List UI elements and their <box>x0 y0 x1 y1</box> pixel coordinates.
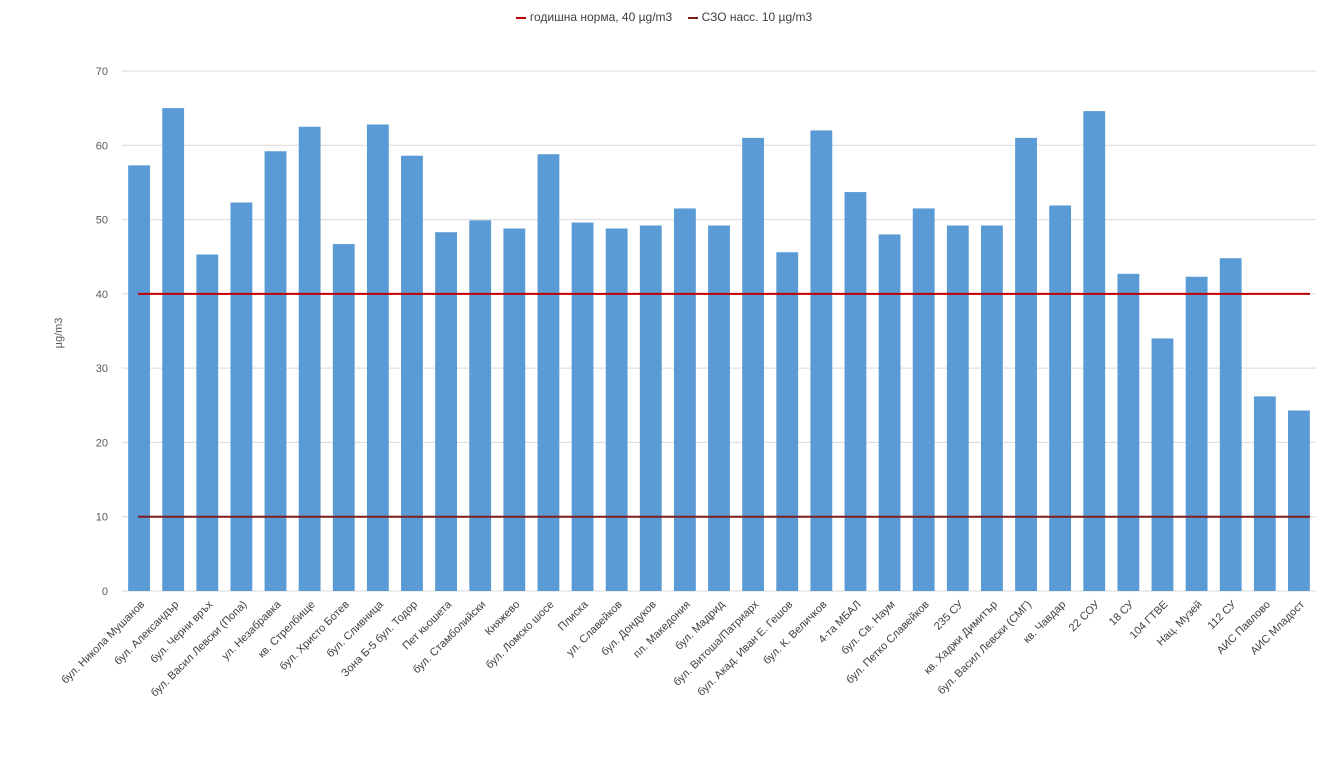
legend-swatch-who <box>687 16 698 19</box>
bar <box>366 124 389 591</box>
bar <box>1151 338 1174 591</box>
bar <box>196 254 219 591</box>
bar <box>230 202 253 591</box>
legend-label-annual-norm: годишна норма, 40 µg/m3 <box>529 10 673 24</box>
bar <box>435 232 458 591</box>
bar <box>742 137 765 591</box>
y-tick-label: 0 <box>102 586 108 598</box>
bar <box>1288 410 1310 591</box>
bar <box>776 252 799 591</box>
bar <box>708 225 730 591</box>
bar <box>639 225 662 591</box>
y-tick-label: 10 <box>96 512 108 524</box>
y-tick-label: 30 <box>96 363 108 375</box>
bar <box>1253 396 1276 591</box>
reference-lines <box>138 292 1310 518</box>
y-tick-labels: 0 10 20 30 40 50 60 70 <box>96 66 108 598</box>
x-tick-label: 112 СУ <box>1205 598 1239 632</box>
x-tick-label: бул. К. Величков <box>761 599 829 667</box>
bar <box>128 165 150 592</box>
y-axis-label: µg/m3 <box>53 318 65 349</box>
y-tick-label: 60 <box>96 140 108 152</box>
y-tick-label: 20 <box>96 437 108 449</box>
bar <box>1185 276 1208 591</box>
bar <box>537 154 560 591</box>
bar <box>401 155 423 591</box>
legend-label-who: СЗО насс. 10 µg/m3 <box>701 10 813 24</box>
x-tick-label: бул. Александър <box>112 599 181 668</box>
bar <box>298 126 321 591</box>
bars <box>128 108 1310 592</box>
x-tick-label: бул. Черни връх <box>148 598 216 666</box>
bar <box>980 225 1003 591</box>
bar <box>810 130 833 591</box>
bar <box>264 151 287 591</box>
bar <box>1219 258 1242 591</box>
bar <box>1083 111 1106 591</box>
legend-item-who: СЗО насс. 10 µg/m3 <box>687 10 813 24</box>
bar <box>844 192 867 592</box>
bar <box>332 244 355 592</box>
x-tick-label: бул. Ломско шосе <box>484 599 557 672</box>
bar <box>469 220 492 592</box>
bar <box>1049 205 1072 591</box>
y-tick-label: 70 <box>96 66 108 78</box>
bar <box>1015 137 1037 591</box>
bar <box>571 222 594 592</box>
bar <box>912 208 935 591</box>
bar <box>503 228 526 591</box>
bar <box>673 208 696 591</box>
bar <box>162 108 185 592</box>
y-tick-label: 50 <box>96 215 108 227</box>
legend-item-annual-norm: годишна норма, 40 µg/m3 <box>515 10 673 24</box>
x-tick-label: ул. Незабравка <box>220 598 284 662</box>
x-tick-label: 22 СОУ <box>1067 598 1103 634</box>
bar <box>605 228 628 591</box>
bar <box>1117 273 1140 591</box>
bar <box>946 225 969 591</box>
bar <box>878 234 901 591</box>
x-tick-label: 18 СУ <box>1107 598 1137 628</box>
legend-swatch-annual-norm <box>515 16 526 19</box>
y-tick-label: 40 <box>96 289 108 301</box>
legend: годишна норма, 40 µg/m3 СЗО насс. 10 µg/… <box>0 10 1328 24</box>
